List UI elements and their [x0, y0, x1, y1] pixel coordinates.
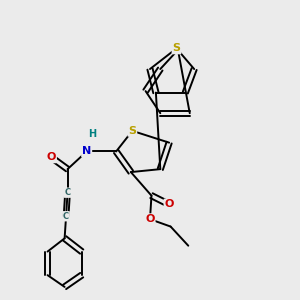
- Text: O: O: [47, 152, 56, 162]
- Text: C: C: [63, 212, 69, 221]
- Text: S: S: [172, 44, 181, 53]
- Text: N: N: [82, 146, 91, 157]
- Text: H: H: [88, 129, 97, 139]
- Text: S: S: [128, 126, 136, 136]
- Text: O: O: [145, 214, 155, 224]
- Text: O: O: [164, 200, 174, 209]
- Text: C: C: [64, 188, 70, 197]
